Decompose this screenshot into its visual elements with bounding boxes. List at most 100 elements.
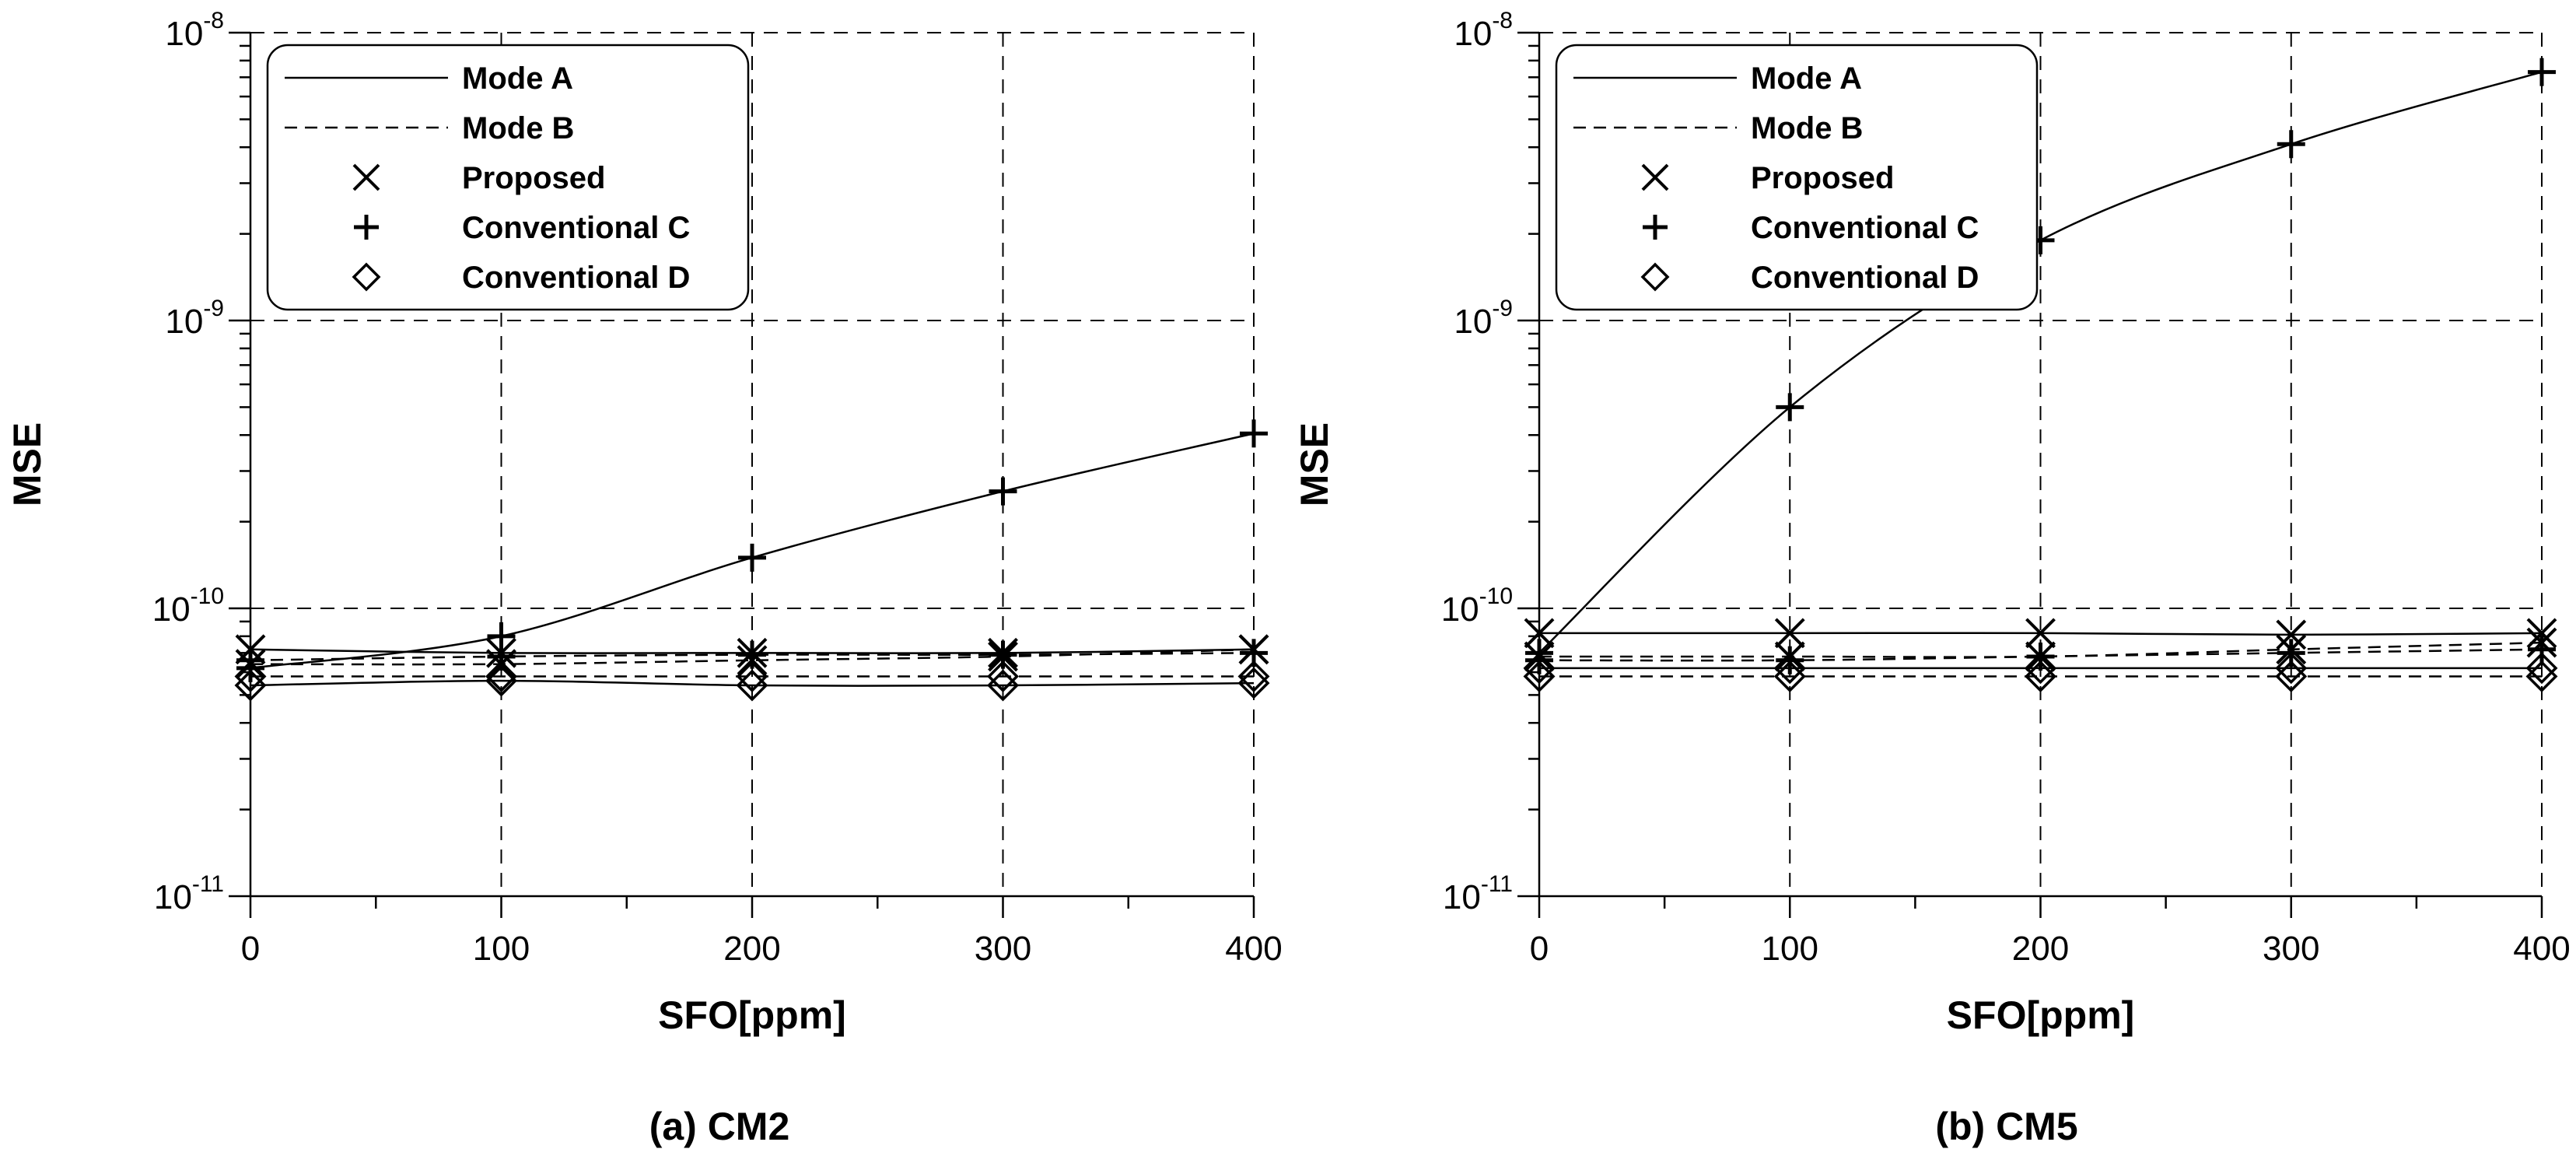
legend-label: Conventional D <box>462 261 690 295</box>
y-tick-label: 10-11 <box>154 871 224 916</box>
legend-item: Conventional C <box>1643 211 1979 245</box>
x-tick-label: 400 <box>2513 930 2570 968</box>
legend-item: Proposed <box>1641 161 1894 195</box>
legend-marker-diamond <box>352 262 381 292</box>
legend-item: Mode B <box>285 111 574 145</box>
data-point-diamond <box>1237 667 1270 699</box>
series-plus-mode-b <box>236 639 1268 674</box>
data-point-diamond <box>2525 652 2558 685</box>
x-tick-label: 200 <box>2012 930 2069 968</box>
series-line <box>1539 641 2543 658</box>
legend-item: Conventional D <box>352 261 690 295</box>
data-point-plus <box>487 642 516 671</box>
data-point-diamond <box>485 664 517 697</box>
legend-label: Mode B <box>462 111 574 145</box>
data-point-plus <box>236 646 264 674</box>
legend-box <box>266 44 750 311</box>
data-point-diamond <box>485 660 517 693</box>
x-tick-label: 0 <box>241 930 260 968</box>
data-point-diamond <box>234 660 267 693</box>
y-tick-exponent: -10 <box>191 583 224 609</box>
legend-marker-x <box>352 163 380 191</box>
legend: Mode A Mode B Proposed Conventional C Conven… <box>1555 44 2039 311</box>
series-line <box>250 652 1255 662</box>
legend-label: Conventional C <box>1751 211 1979 245</box>
data-point-diamond <box>2275 660 2308 693</box>
y-axis-label: MSE <box>5 422 49 506</box>
data-point-diamond <box>2275 652 2308 685</box>
x-tick-label: 100 <box>473 930 530 968</box>
legend-box <box>1555 44 2039 311</box>
data-point-diamond <box>1237 660 1270 693</box>
data-point-plus <box>2528 635 2556 664</box>
legend-label: Mode A <box>1751 61 1862 96</box>
legend-marker-x <box>1641 163 1669 191</box>
x-tick-label: 0 <box>1530 930 1549 968</box>
x-axis-label: SFO[ppm] <box>658 993 846 1037</box>
y-tick-base: 10 <box>1454 303 1492 341</box>
y-tick-base: 10 <box>152 590 191 629</box>
y-axis-label: MSE <box>1293 422 1336 506</box>
series-line <box>1538 648 2543 662</box>
series-x-mode-a <box>1524 618 2557 650</box>
data-point-plus <box>2026 642 2055 671</box>
plot-area <box>1523 58 2558 693</box>
legend-item: Conventional D <box>1640 261 1979 295</box>
data-point-x <box>2276 619 2307 650</box>
y-tick-label: 10-9 <box>165 296 224 341</box>
y-tick-label: 10-10 <box>1441 583 1513 629</box>
data-point-plus <box>989 477 1017 506</box>
y-tick-label: 10-8 <box>1454 8 1513 53</box>
y-tick-label: 10-11 <box>1443 871 1513 916</box>
data-point-x <box>1774 618 1805 649</box>
data-point-plus <box>738 543 766 572</box>
legend-label: Proposed <box>1751 161 1894 195</box>
data-point-diamond <box>1523 652 1556 685</box>
legend-label: Proposed <box>462 161 605 195</box>
legend: Mode A Mode B Proposed Conventional C Conven… <box>266 44 750 311</box>
data-point-diamond <box>987 660 1019 693</box>
data-point-x <box>2025 618 2056 649</box>
series-diamond-mode-b <box>234 660 1270 693</box>
data-point-plus <box>2277 130 2305 159</box>
y-tick-base: 10 <box>1441 590 1479 629</box>
legend-label: Mode A <box>462 61 573 96</box>
data-point-diamond <box>2025 652 2056 685</box>
data-point-plus <box>1776 393 1804 422</box>
legend-item: Mode A <box>285 61 573 96</box>
y-tick-base: 10 <box>1443 878 1481 916</box>
legend-item: Mode A <box>1573 61 1862 96</box>
series-plus-mode-b <box>1525 635 2556 674</box>
data-point-diamond <box>1773 660 1806 693</box>
y-tick-label: 10-10 <box>152 583 224 629</box>
data-point-plus <box>2528 58 2556 86</box>
x-tick-label: 300 <box>2263 930 2319 968</box>
panel-caption: (b) CM5 <box>1935 1105 2077 1148</box>
x-tick-label: 100 <box>1762 930 1818 968</box>
plot-area <box>234 419 1270 702</box>
data-point-diamond <box>2525 660 2558 693</box>
data-point-plus <box>1525 646 1553 674</box>
y-tick-exponent: -8 <box>203 8 224 33</box>
y-tick-exponent: -8 <box>1492 8 1513 33</box>
x-tick-label: 200 <box>723 930 780 968</box>
y-tick-base: 10 <box>165 15 203 53</box>
x-tick-label: 400 <box>1225 930 1282 968</box>
x-axis-label: SFO[ppm] <box>1947 993 2135 1037</box>
y-tick-label: 10-8 <box>165 8 224 53</box>
y-tick-exponent: -10 <box>1479 583 1513 609</box>
legend-marker-plus <box>354 215 379 240</box>
y-tick-exponent: -9 <box>1492 296 1513 321</box>
y-tick-base: 10 <box>154 878 192 916</box>
legend-item: Conventional C <box>354 211 690 245</box>
legend-label: Mode B <box>1751 111 1863 145</box>
legend-marker-diamond <box>1640 262 1670 292</box>
y-tick-base: 10 <box>165 303 203 341</box>
y-tick-label: 10-9 <box>1454 296 1513 341</box>
data-point-diamond <box>2025 660 2056 693</box>
y-tick-exponent: -11 <box>1481 871 1513 897</box>
legend-label: Conventional C <box>462 211 690 245</box>
